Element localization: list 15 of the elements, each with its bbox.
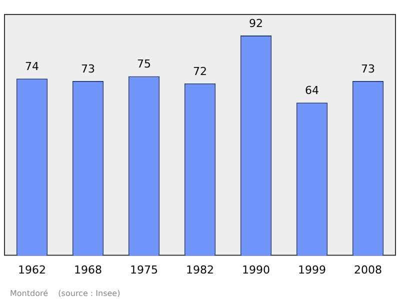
x-tick-label: 1962: [18, 263, 46, 276]
data-label: 64: [305, 84, 319, 97]
x-tick-label: 2008: [354, 263, 382, 276]
x-tick-label: 1982: [186, 263, 214, 276]
x-tick-label: 1999: [298, 263, 326, 276]
data-label: 74: [25, 60, 39, 73]
data-label: 92: [249, 16, 263, 30]
data-label: 73: [81, 62, 95, 76]
text: Montdoré (source : Insee): [10, 289, 120, 298]
x-tick-label: 1968: [74, 263, 102, 276]
data-label: 72: [193, 64, 207, 78]
x-tick-label: 1975: [130, 263, 158, 276]
data-label: 75: [137, 58, 151, 71]
data-label: 73: [361, 62, 375, 76]
x-tick-label: 1990: [242, 263, 270, 276]
